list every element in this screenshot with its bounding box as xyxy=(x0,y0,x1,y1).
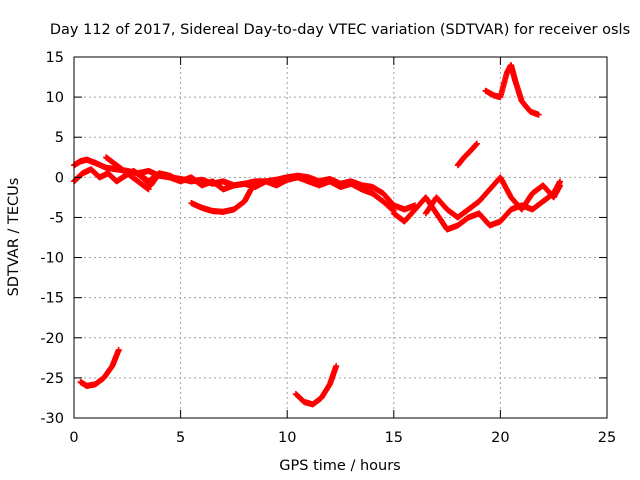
y-tick-label: -5 xyxy=(50,210,64,226)
y-tick-label: 15 xyxy=(46,50,64,66)
data-point xyxy=(535,111,542,118)
series-peak-20h xyxy=(482,62,542,118)
x-tick-label: 15 xyxy=(385,430,403,446)
data-point xyxy=(115,346,122,353)
data-point xyxy=(333,362,340,369)
y-axis-label: SDTVAR / TECUs xyxy=(6,178,22,297)
data-point xyxy=(557,182,564,189)
y-tick-label: 10 xyxy=(46,90,64,106)
series-arc-0h xyxy=(77,346,122,389)
x-axis-ticks: 0 5 10 15 20 25 xyxy=(69,57,616,446)
series-sweep-a xyxy=(102,154,152,193)
y-tick-label: -25 xyxy=(40,371,64,387)
y-tick-label: -30 xyxy=(40,411,64,427)
data-point xyxy=(473,140,480,147)
y-tick-label: 5 xyxy=(55,130,64,146)
x-axis-label: GPS time / hours xyxy=(279,458,400,474)
x-tick-label: 10 xyxy=(278,430,296,446)
y-tick-label: -15 xyxy=(40,291,64,307)
series-sweep-b xyxy=(134,170,184,185)
series-rise-18h xyxy=(454,140,480,169)
data-point xyxy=(177,178,184,185)
series-night-loop-b xyxy=(422,174,564,221)
chart-title: Day 112 of 2017, Sidereal Day-to-day VTE… xyxy=(50,22,630,38)
x-tick-label: 20 xyxy=(491,430,509,446)
data-point xyxy=(247,186,254,193)
data-points xyxy=(71,62,564,408)
y-tick-label: -10 xyxy=(40,251,64,267)
data-point xyxy=(145,186,152,193)
grid-lines xyxy=(74,57,607,418)
series-arc-11h xyxy=(292,362,340,408)
y-tick-label: -20 xyxy=(40,331,64,347)
y-tick-label: 0 xyxy=(55,170,64,186)
y-axis-ticks: -30 -25 -20 -15 -10 -5 0 5 10 15 xyxy=(40,50,607,427)
series-dip-6h xyxy=(188,186,254,215)
x-tick-label: 25 xyxy=(598,430,616,446)
x-tick-label: 0 xyxy=(69,430,78,446)
x-tick-label: 5 xyxy=(176,430,185,446)
plot-frame xyxy=(73,56,608,419)
